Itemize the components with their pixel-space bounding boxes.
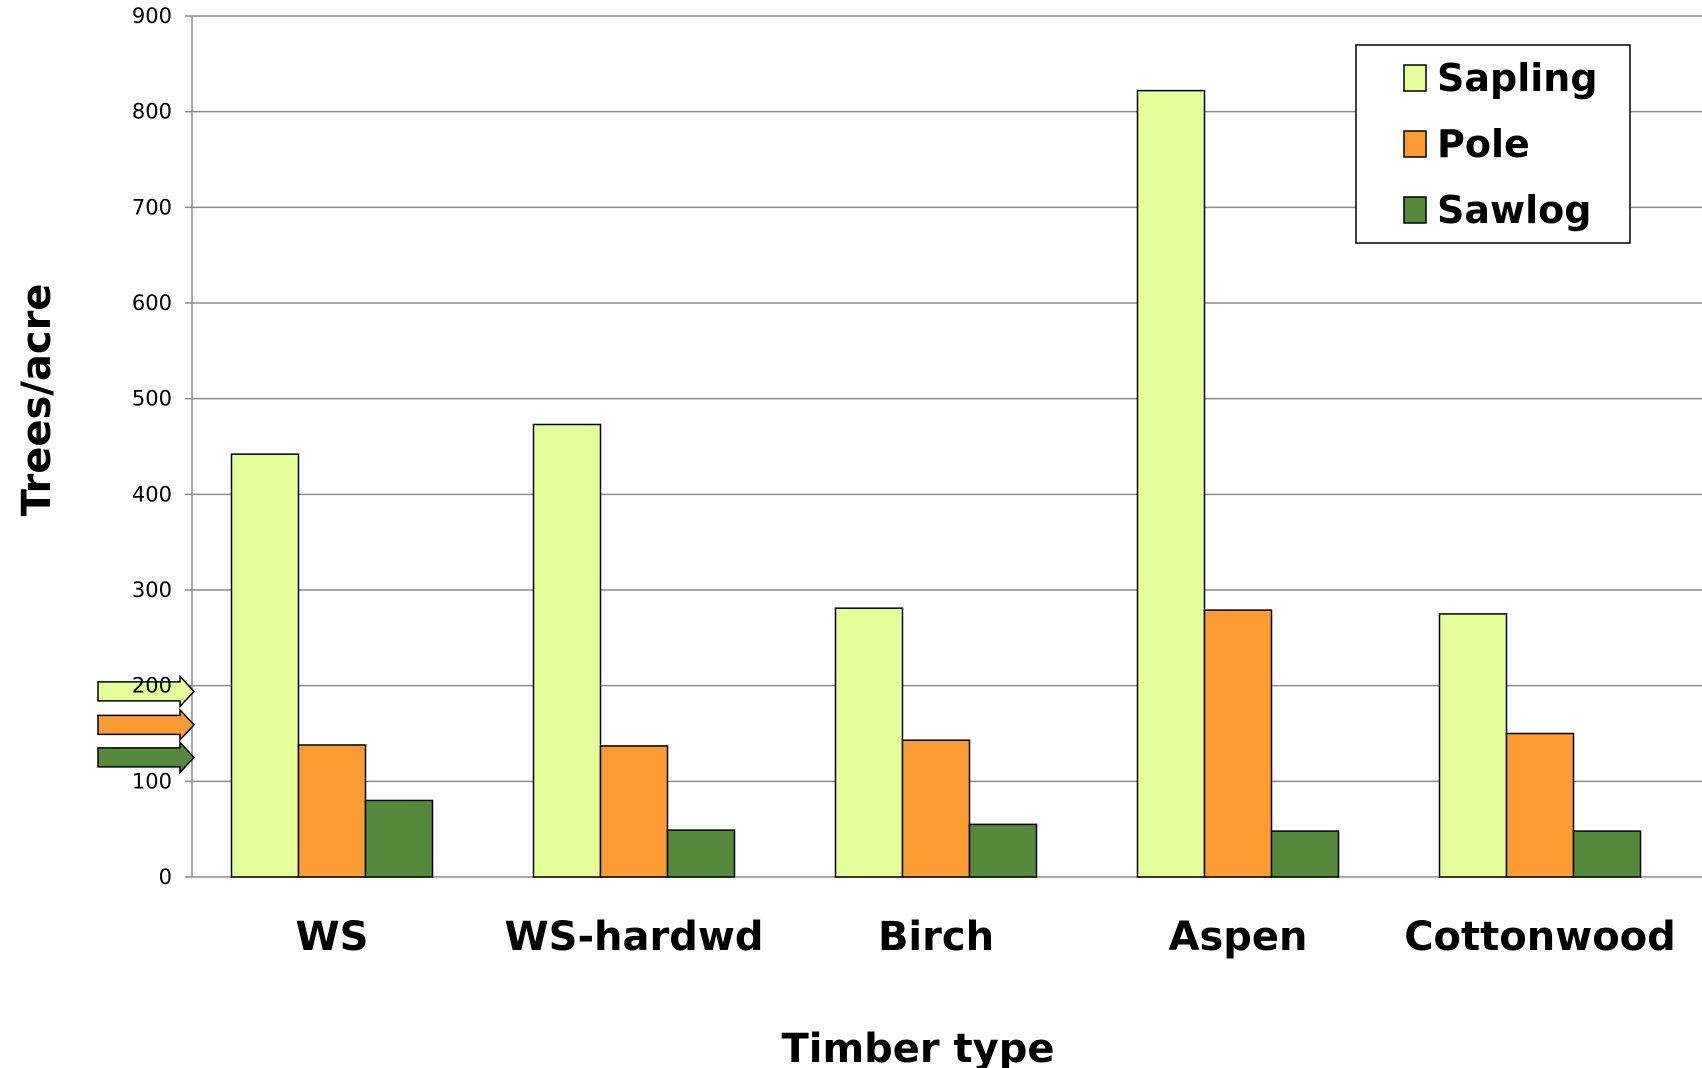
- reference-markers: [97, 674, 196, 775]
- bar-sawlog-birch: [968, 823, 1038, 878]
- x-axis-title: Timber type: [781, 1026, 1054, 1068]
- bar-pole-birch: [901, 739, 971, 878]
- legend-label-sapling: Sapling: [1437, 56, 1598, 100]
- y-tick-label: 400: [132, 482, 172, 506]
- bar-sapling-cottonwood: [1438, 613, 1508, 878]
- bar-sapling-ws-hardwd: [532, 423, 602, 878]
- bar-sawlog-cottonwood: [1572, 830, 1642, 878]
- legend-label-pole: Pole: [1437, 122, 1530, 166]
- bar-sawlog-ws-hardwd: [666, 829, 736, 878]
- bar-pole-cottonwood: [1505, 732, 1575, 878]
- x-tick-label: Cottonwood: [1404, 914, 1676, 960]
- y-tick-label: 700: [132, 195, 172, 219]
- y-tick-label: 100: [132, 769, 172, 793]
- bar-sawlog-ws: [364, 799, 434, 878]
- x-tick-label: Birch: [878, 914, 994, 960]
- legend-label-sawlog: Sawlog: [1437, 188, 1591, 232]
- y-tick-label: 900: [132, 4, 172, 28]
- y-tick-label: 500: [132, 387, 172, 411]
- legend-swatch-sapling: [1403, 64, 1427, 92]
- bar-sapling-aspen: [1136, 89, 1206, 878]
- legend-box: [1355, 44, 1631, 244]
- reference-arrow: [97, 707, 196, 742]
- legend-swatch-pole: [1403, 130, 1427, 158]
- bar-pole-ws-hardwd: [599, 745, 669, 878]
- x-tick-label: Aspen: [1168, 914, 1307, 960]
- y-tick-label: 800: [132, 100, 172, 124]
- legend-swatch-sawlog: [1403, 196, 1427, 224]
- bars: [230, 89, 1642, 878]
- reference-arrow: [97, 674, 196, 709]
- bar-sapling-birch: [834, 607, 904, 878]
- y-tick-label: 200: [132, 674, 172, 698]
- x-tick-label: WS: [296, 914, 369, 960]
- bar-pole-aspen: [1203, 609, 1273, 878]
- y-tick-label: 300: [132, 578, 172, 602]
- y-tick-label: 0: [159, 865, 172, 889]
- y-axis-title: Trees/acre: [14, 284, 60, 517]
- legend: Sapling Pole Sawlog: [1355, 44, 1631, 244]
- bar-sawlog-aspen: [1270, 830, 1340, 878]
- labels: 0 100 200 300 400 500 600 700 800 900 WS WS-hardwd B…: [132, 4, 1676, 960]
- y-tick-label: 600: [132, 291, 172, 315]
- bar-sapling-ws: [230, 453, 300, 878]
- reference-arrow: [97, 740, 196, 775]
- gridlines: [192, 15, 1702, 878]
- bar-pole-ws: [297, 744, 367, 878]
- x-tick-label: WS-hardwd: [505, 914, 764, 960]
